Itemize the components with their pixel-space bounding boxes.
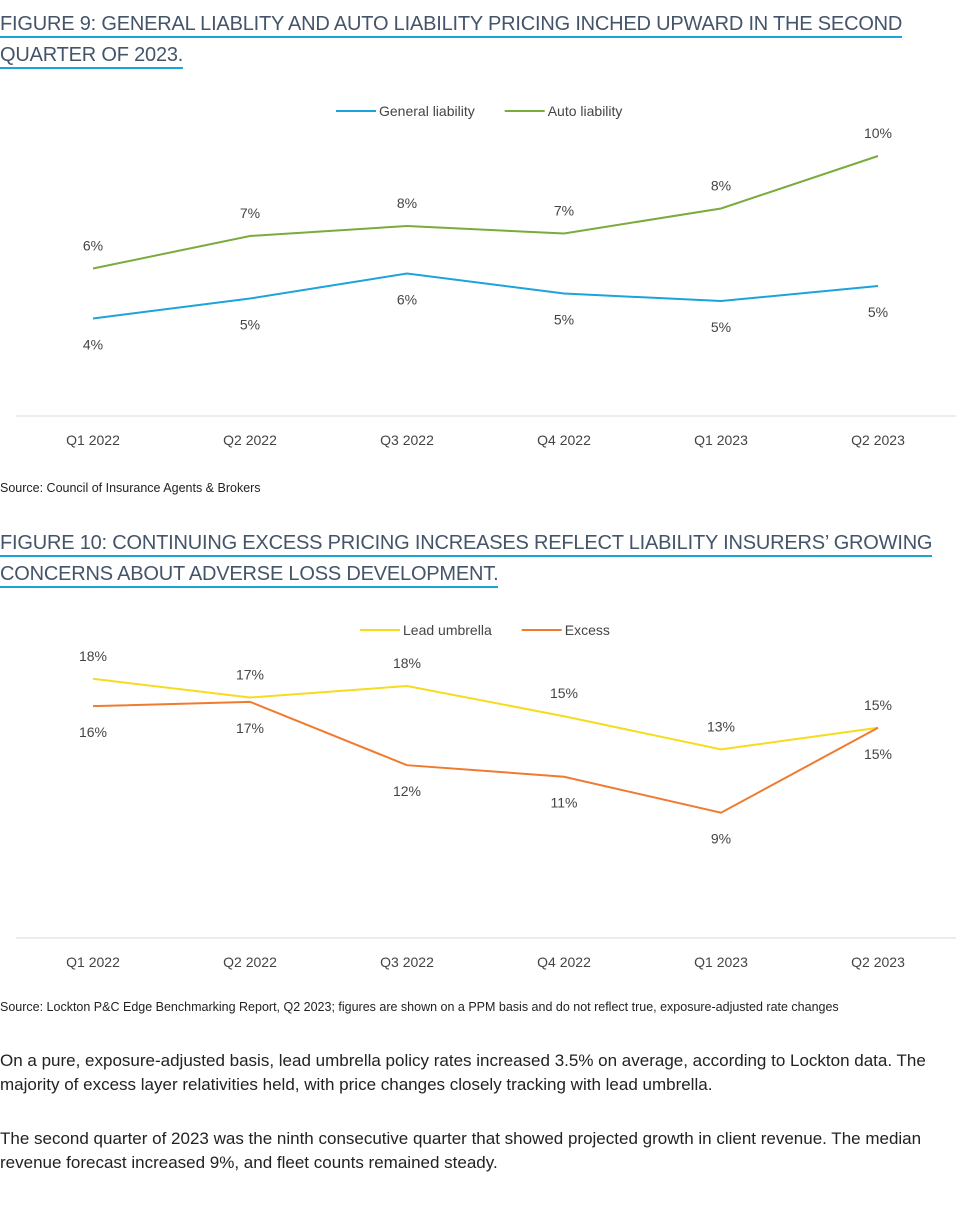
data-label: 4%	[83, 337, 103, 353]
x-tick-label: Q1 2023	[694, 954, 748, 970]
x-tick-label: Q4 2022	[537, 954, 591, 970]
data-label: 6%	[83, 238, 103, 254]
data-label: 18%	[79, 648, 107, 664]
x-tick-label: Q1 2023	[694, 432, 748, 448]
data-label: 13%	[707, 718, 735, 734]
x-tick-label: Q2 2022	[223, 954, 277, 970]
x-tick-label: Q2 2023	[851, 954, 905, 970]
data-label: 18%	[393, 655, 421, 671]
data-label: 7%	[240, 205, 260, 221]
data-label: 15%	[864, 746, 892, 762]
data-label: 5%	[868, 304, 888, 320]
data-label: 16%	[79, 724, 107, 740]
figure-10-title: FIGURE 10: CONTINUING EXCESS PRICING INC…	[0, 528, 960, 590]
series-line-auto-liability	[92, 155, 879, 270]
x-tick-label: Q1 2022	[66, 954, 120, 970]
data-label: 15%	[864, 697, 892, 713]
data-label: 17%	[236, 720, 264, 736]
data-label: 6%	[397, 292, 417, 308]
data-label: 8%	[397, 195, 417, 211]
x-tick-label: Q1 2022	[66, 432, 120, 448]
data-label: 17%	[236, 667, 264, 683]
data-label: 5%	[711, 319, 731, 335]
legend-label: Excess	[565, 622, 610, 638]
figure-10-source: Source: Lockton P&C Edge Benchmarking Re…	[0, 1000, 839, 1014]
data-label: 12%	[393, 783, 421, 799]
legend-label: Lead umbrella	[403, 622, 492, 638]
data-label: 8%	[711, 178, 731, 194]
data-label: 15%	[550, 685, 578, 701]
data-label: 5%	[554, 312, 574, 328]
figure-9-title: FIGURE 9: GENERAL LIABLITY AND AUTO LIAB…	[0, 9, 960, 71]
x-tick-label: Q3 2022	[380, 954, 434, 970]
data-label: 11%	[551, 795, 578, 811]
data-label: 9%	[711, 831, 731, 847]
x-tick-label: Q2 2023	[851, 432, 905, 448]
x-tick-label: Q3 2022	[380, 432, 434, 448]
data-label: 5%	[240, 317, 260, 333]
series-line-lead-umbrella	[92, 677, 879, 751]
paragraph-2: The second quarter of 2023 was the ninth…	[0, 1129, 922, 1172]
data-label: 7%	[554, 203, 574, 219]
series-line-excess	[92, 700, 879, 814]
figure-9-source: Source: Council of Insurance Agents & Br…	[0, 481, 261, 495]
series-line-general-liability	[92, 272, 879, 320]
paragraph-1: On a pure, exposure-adjusted basis, lead…	[0, 1051, 926, 1094]
x-tick-label: Q2 2022	[223, 432, 277, 448]
data-label: 10%	[864, 125, 892, 141]
legend-label: General liability	[379, 103, 475, 119]
x-tick-label: Q4 2022	[537, 432, 591, 448]
legend-label: Auto liability	[548, 103, 623, 119]
